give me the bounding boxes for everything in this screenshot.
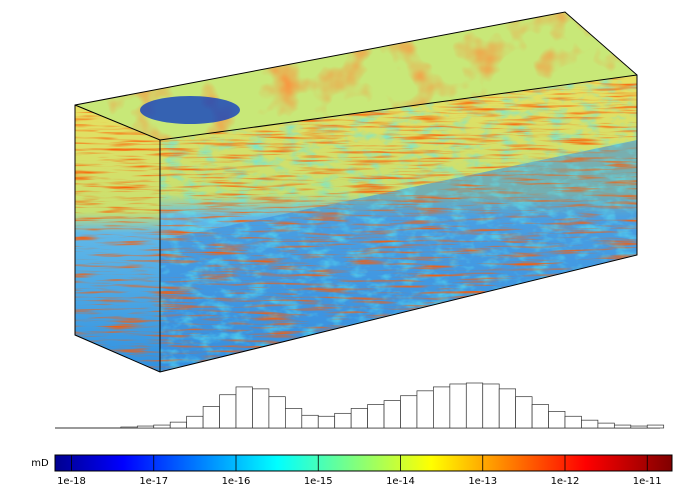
histogram-bar xyxy=(268,396,286,429)
histogram-bar xyxy=(186,415,204,429)
histogram-bar xyxy=(548,411,566,429)
top-low-zone xyxy=(140,96,240,124)
histogram-bar xyxy=(646,424,665,429)
histogram-bar xyxy=(383,400,401,429)
histogram-bar xyxy=(449,383,467,429)
block-edges xyxy=(74,11,638,373)
histogram-bar xyxy=(153,424,171,429)
histogram-bar xyxy=(284,408,303,429)
histogram-bar xyxy=(219,394,237,429)
histogram-bar xyxy=(120,426,138,429)
histogram-bar xyxy=(252,388,270,429)
x-tick-label: 1e-14 xyxy=(386,476,415,487)
histogram-bar xyxy=(613,424,632,429)
histogram-bar xyxy=(334,412,352,429)
x-tick-label: 1e-18 xyxy=(57,476,86,487)
histogram-bar xyxy=(136,425,155,429)
histogram-bar xyxy=(169,421,188,429)
reservoir-block xyxy=(74,11,638,373)
histogram-bar xyxy=(400,395,418,429)
x-tick-label: 1e-13 xyxy=(468,476,497,487)
left-texture xyxy=(75,105,160,372)
histogram-bar xyxy=(482,383,500,429)
histogram-bar xyxy=(317,415,336,429)
histogram-bar xyxy=(433,386,451,429)
histogram-bar xyxy=(498,388,516,429)
histogram-bar xyxy=(367,404,385,429)
histogram-bar xyxy=(465,382,484,429)
x-tick-label: 1e-17 xyxy=(139,476,168,487)
histogram-bar xyxy=(301,414,319,429)
colorbar-unit: mD xyxy=(31,458,49,469)
x-tick-label: 1e-15 xyxy=(304,476,333,487)
histogram-bar xyxy=(564,415,582,429)
histogram-bar xyxy=(515,396,533,429)
colorbar: mD 1e-18 1e-17 1e-16 1e-15 1e-14 1e-13 1e-12 1e… xyxy=(31,454,673,487)
histogram-bar xyxy=(350,408,368,429)
histogram-bar xyxy=(235,386,253,429)
x-tick-label: 1e-16 xyxy=(222,476,251,487)
histogram-bar xyxy=(531,404,549,429)
colorbar-scale xyxy=(54,454,673,472)
histogram-bar xyxy=(597,422,615,429)
histogram-bar xyxy=(416,390,434,429)
histogram-bar xyxy=(202,406,220,429)
histogram-bar xyxy=(581,419,599,429)
histogram-bar xyxy=(630,425,648,429)
x-tick-label: 1e-12 xyxy=(551,476,580,487)
histogram xyxy=(55,382,665,429)
x-tick-label: 1e-11 xyxy=(633,476,662,487)
